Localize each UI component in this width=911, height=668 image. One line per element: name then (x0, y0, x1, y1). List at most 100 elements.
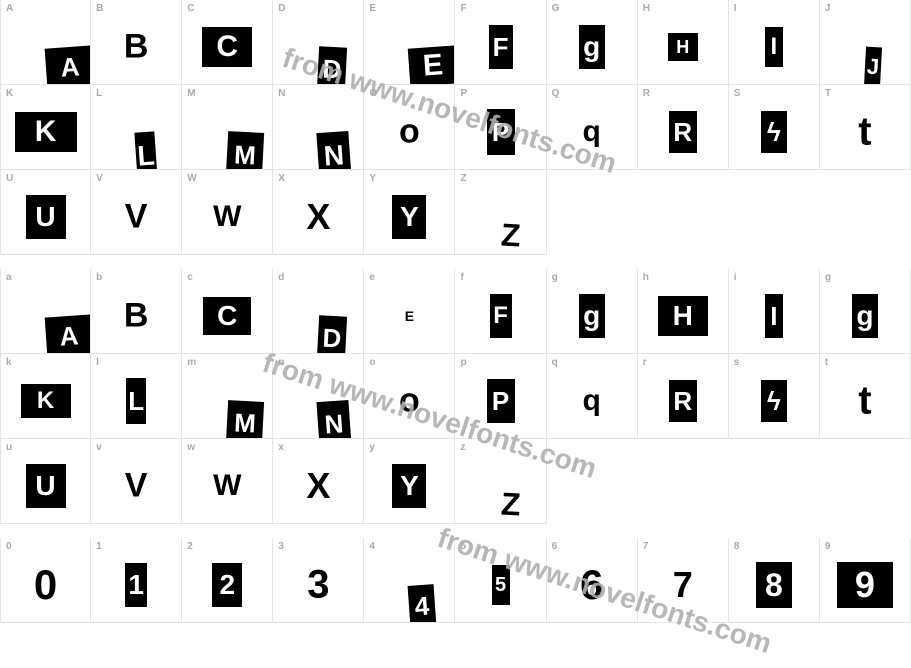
glyph-label: B (96, 3, 103, 14)
glyph-sample: E (405, 308, 414, 324)
glyph-label: d (278, 272, 284, 283)
glyph-cell: eE (364, 269, 455, 354)
glyph-cell: oo (364, 354, 455, 439)
glyph-sample: W (213, 469, 241, 503)
glyph-label: D (278, 3, 285, 14)
glyph-character: I (765, 27, 783, 67)
glyph-sample: o (399, 113, 420, 152)
glyph-cell: ZZ (455, 170, 546, 255)
glyph-label: Q (552, 88, 560, 99)
glyph-sample: L (126, 378, 146, 424)
glyph-sample: W (213, 200, 241, 234)
glyph-label: e (369, 272, 375, 283)
glyph-label: x (278, 442, 284, 453)
glyph-sample: 5 (492, 565, 510, 605)
glyph-sample: 9 (837, 562, 893, 608)
glyph-label: 5 (460, 541, 466, 552)
glyph-label: Y (369, 173, 376, 184)
glyph-sample: q (582, 384, 600, 418)
glyph-cell: hH (638, 269, 729, 354)
glyph-sample: D (317, 315, 347, 354)
glyph-sample: N (317, 400, 352, 439)
glyph-sample: 7 (673, 564, 693, 606)
glyph-sample: o (399, 382, 420, 421)
glyph-cell: 00 (0, 538, 91, 623)
glyph-label: l (96, 357, 99, 368)
glyph-label: 1 (96, 541, 102, 552)
glyph-sample: Z (500, 486, 521, 524)
glyph-label: K (6, 88, 13, 99)
glyph-cell: qq (547, 354, 638, 439)
glyph-sample: P (487, 109, 515, 155)
glyph-sample: L (134, 131, 157, 170)
glyph-character: J (864, 47, 882, 85)
glyph-label: 9 (825, 541, 831, 552)
glyph-sample: D (317, 46, 347, 85)
glyph-cell: aA (0, 269, 91, 354)
glyph-label: 6 (552, 541, 558, 552)
glyph-label: 2 (187, 541, 193, 552)
glyph-cell: 22 (182, 538, 273, 623)
glyph-character: U (26, 464, 66, 508)
glyph-cell: sϟ (729, 354, 820, 439)
glyph-character: L (126, 378, 146, 424)
glyph-sample: H (658, 296, 708, 336)
glyph-sample: U (26, 195, 66, 239)
glyph-cell: II (729, 0, 820, 85)
glyph-character: 9 (837, 562, 893, 608)
glyph-row: AABBCCDDEEFFGgHHIIJJ (0, 0, 911, 85)
glyph-label: Z (460, 173, 466, 184)
glyph-sample: N (317, 131, 352, 170)
glyph-sample: J (864, 47, 882, 85)
glyph-label: I (734, 3, 737, 14)
glyph-cell: zZ (455, 439, 546, 524)
glyph-label: M (187, 88, 195, 99)
glyph-cell: rR (638, 354, 729, 439)
glyph-cell: fF (455, 269, 546, 354)
glyph-character: ϟ (761, 380, 787, 422)
glyph-character: 4 (408, 584, 437, 623)
glyph-cell (820, 439, 911, 524)
glyph-cell: wW (182, 439, 273, 524)
glyph-cell: Qq (547, 85, 638, 170)
glyph-sample: C (203, 297, 251, 335)
glyph-sample: g (579, 294, 605, 338)
glyph-cell: WW (182, 170, 273, 255)
glyph-sample: E (408, 45, 455, 85)
glyph-row: KKLLMMNNOoPPQqRRSϟTt (0, 85, 911, 170)
glyph-cell: DD (273, 0, 364, 85)
glyph-cell: EE (364, 0, 455, 85)
glyph-label: V (96, 173, 103, 184)
glyph-label: W (187, 173, 196, 184)
glyph-character: L (134, 131, 157, 170)
glyph-label: t (825, 357, 828, 368)
glyph-character: 5 (492, 565, 510, 605)
glyph-cell: LL (91, 85, 182, 170)
glyph-sample: H (668, 33, 698, 61)
glyph-cell (729, 170, 820, 255)
glyph-sample: M (226, 131, 264, 170)
glyph-label: S (734, 88, 741, 99)
glyph-sample: V (125, 198, 148, 237)
glyph-sample: 0 (34, 561, 57, 609)
glyph-character: 2 (212, 563, 242, 607)
glyph-character: o (399, 113, 420, 152)
glyph-character: g (579, 294, 605, 338)
glyph-cell: KK (0, 85, 91, 170)
glyph-sample: U (26, 464, 66, 508)
glyph-character: K (21, 384, 71, 418)
glyph-cell: iI (729, 269, 820, 354)
glyph-cell: XX (273, 170, 364, 255)
glyph-sample: F (489, 25, 513, 69)
glyph-character: A (44, 45, 91, 85)
glyph-character: W (213, 200, 241, 234)
glyph-character: M (226, 400, 264, 439)
glyph-label: v (96, 442, 102, 453)
glyph-character: H (658, 296, 708, 336)
glyph-sample: 2 (212, 563, 242, 607)
glyph-character: C (203, 297, 251, 335)
glyph-cell: nN (273, 354, 364, 439)
glyph-cell: 33 (273, 538, 364, 623)
glyph-cell: Sϟ (729, 85, 820, 170)
glyph-sample: q (582, 115, 600, 149)
